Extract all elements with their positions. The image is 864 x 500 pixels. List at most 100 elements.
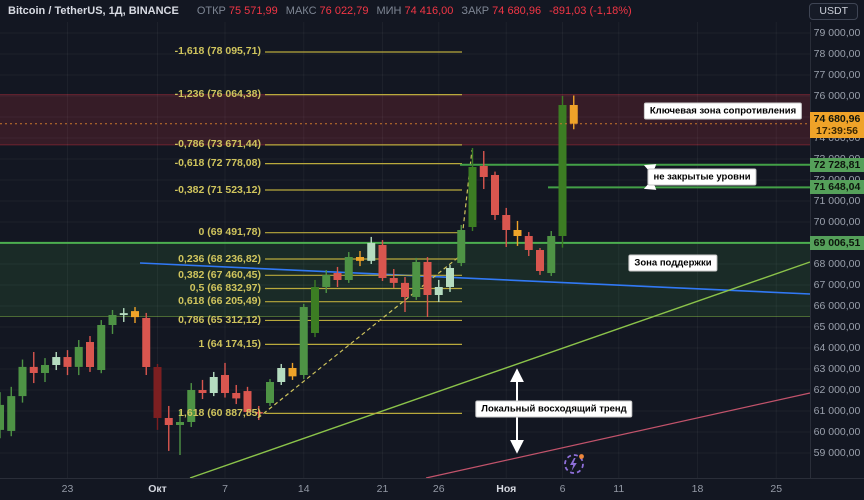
time-tick: 25 bbox=[770, 483, 783, 495]
annotation-resistance-note[interactable]: Ключевая зона сопротивления bbox=[643, 102, 803, 120]
candle bbox=[176, 411, 184, 455]
candle bbox=[479, 151, 488, 190]
candle bbox=[412, 257, 421, 300]
ohlc-field-label: ЗАКР bbox=[461, 5, 490, 17]
ohlc-field-label: МАКС bbox=[285, 5, 317, 17]
candle bbox=[142, 312, 151, 376]
dashed-impulse-line[interactable] bbox=[257, 255, 461, 419]
last-price-badge: 74 680,96 17:39:56 bbox=[810, 111, 864, 138]
price-axis-border bbox=[810, 22, 811, 478]
price-tick: 63 000,00 bbox=[813, 363, 861, 375]
time-tick: 23 bbox=[61, 483, 74, 495]
local-uptrend-line[interactable] bbox=[189, 261, 811, 479]
lower-pink-trendline[interactable] bbox=[425, 392, 811, 479]
price-tick: 76 000,00 bbox=[813, 90, 861, 102]
level-price-badge: 71 648,04 bbox=[810, 180, 864, 195]
fib-level-label: 1,618 (60 887,85) bbox=[178, 406, 261, 419]
price-tick: 78 000,00 bbox=[813, 48, 861, 60]
candle bbox=[0, 392, 4, 439]
candle bbox=[322, 270, 331, 293]
candle bbox=[423, 257, 432, 318]
price-tick: 59 000,00 bbox=[813, 447, 861, 459]
price-tick: 77 000,00 bbox=[813, 69, 861, 81]
time-tick: 18 bbox=[691, 483, 704, 495]
time-tick: 21 bbox=[376, 483, 389, 495]
candle bbox=[569, 95, 578, 130]
candle bbox=[29, 351, 38, 384]
candle bbox=[367, 236, 376, 264]
fib-level-label: -0,786 (73 671,44) bbox=[174, 138, 261, 151]
ohlc-field-value: 74 416,00 bbox=[404, 5, 454, 17]
candle bbox=[18, 359, 27, 403]
annotation-uptrend-note[interactable]: Локальный восходящий тренд bbox=[475, 400, 633, 418]
spark-event-icon[interactable] bbox=[564, 454, 584, 474]
candle bbox=[513, 220, 522, 246]
price-tick: 68 000,00 bbox=[813, 258, 861, 270]
time-tick: 7 bbox=[222, 483, 228, 495]
candle bbox=[41, 358, 49, 383]
candle bbox=[311, 279, 319, 338]
candle bbox=[558, 96, 567, 248]
candle bbox=[446, 265, 454, 292]
candle bbox=[457, 224, 466, 267]
candle bbox=[153, 363, 162, 430]
candle bbox=[524, 232, 533, 257]
symbol-title[interactable]: Bitcoin / TetherUS, 1Д, BINANCE bbox=[8, 5, 179, 17]
fib-level-label: 0,236 (68 236,82) bbox=[178, 252, 261, 265]
candle bbox=[86, 336, 94, 372]
time-tick: 26 bbox=[432, 483, 445, 495]
fib-level-label: -1,236 (76 064,38) bbox=[174, 88, 261, 101]
fib-level-label: 0 (69 491,78) bbox=[198, 226, 261, 239]
annotation-open-levels-note[interactable]: не закрытые уровни bbox=[647, 168, 757, 186]
price-tick: 71 000,00 bbox=[813, 195, 861, 207]
fib-level-label: 1 (64 174,15) bbox=[198, 337, 261, 350]
candle bbox=[502, 207, 511, 247]
quote-currency-button[interactable]: USDT bbox=[809, 3, 858, 20]
candle bbox=[389, 269, 398, 288]
candle bbox=[63, 350, 72, 376]
change-value: -891,03 (-1,18%) bbox=[549, 5, 632, 17]
fib-level-label: -0,382 (71 523,12) bbox=[174, 183, 261, 196]
candle bbox=[97, 320, 106, 374]
candle bbox=[243, 386, 252, 417]
candle bbox=[491, 171, 499, 220]
level-price-badge: 69 006,51 bbox=[810, 235, 864, 250]
annotation-support-note[interactable]: Зона поддержки bbox=[628, 254, 718, 272]
ohlc-field-label: МИН bbox=[376, 5, 402, 17]
candle bbox=[401, 277, 409, 313]
price-tick: 60 000,00 bbox=[813, 426, 861, 438]
candle bbox=[108, 309, 117, 334]
price-tick: 65 000,00 bbox=[813, 321, 861, 333]
price-tick: 61 000,00 bbox=[813, 405, 861, 417]
fib-level-label: 0,786 (65 312,12) bbox=[178, 313, 261, 326]
blue-trendline[interactable] bbox=[139, 262, 811, 295]
ohlc-field-value: 74 680,96 bbox=[492, 5, 542, 17]
price-tick: 70 000,00 bbox=[813, 216, 861, 228]
level-price-badge: 72 728,81 bbox=[810, 157, 864, 172]
ohlc-field-label: ОТКР bbox=[196, 5, 226, 17]
candle bbox=[333, 266, 342, 287]
candle bbox=[7, 386, 16, 437]
price-tick: 64 000,00 bbox=[813, 342, 861, 354]
price-tick: 62 000,00 bbox=[813, 384, 861, 396]
candle bbox=[277, 363, 286, 385]
candle bbox=[198, 379, 207, 400]
candle bbox=[209, 371, 218, 397]
candle bbox=[266, 379, 274, 406]
time-axis-border bbox=[0, 478, 864, 479]
fib-level-label: -0,618 (72 778,08) bbox=[174, 157, 261, 170]
candle bbox=[378, 240, 387, 282]
fib-level-label: 0,618 (66 205,49) bbox=[178, 295, 261, 308]
time-tick-month: Окт bbox=[148, 483, 167, 495]
candle bbox=[221, 362, 229, 398]
price-tick: 66 000,00 bbox=[813, 300, 861, 312]
candle bbox=[74, 340, 83, 376]
candle bbox=[232, 384, 241, 405]
candle bbox=[288, 362, 297, 380]
candle bbox=[187, 383, 196, 427]
candle bbox=[536, 248, 544, 275]
ohlc-field-value: 76 022,79 bbox=[319, 5, 369, 17]
candle bbox=[547, 231, 556, 276]
time-tick-month: Ноя bbox=[496, 483, 517, 495]
